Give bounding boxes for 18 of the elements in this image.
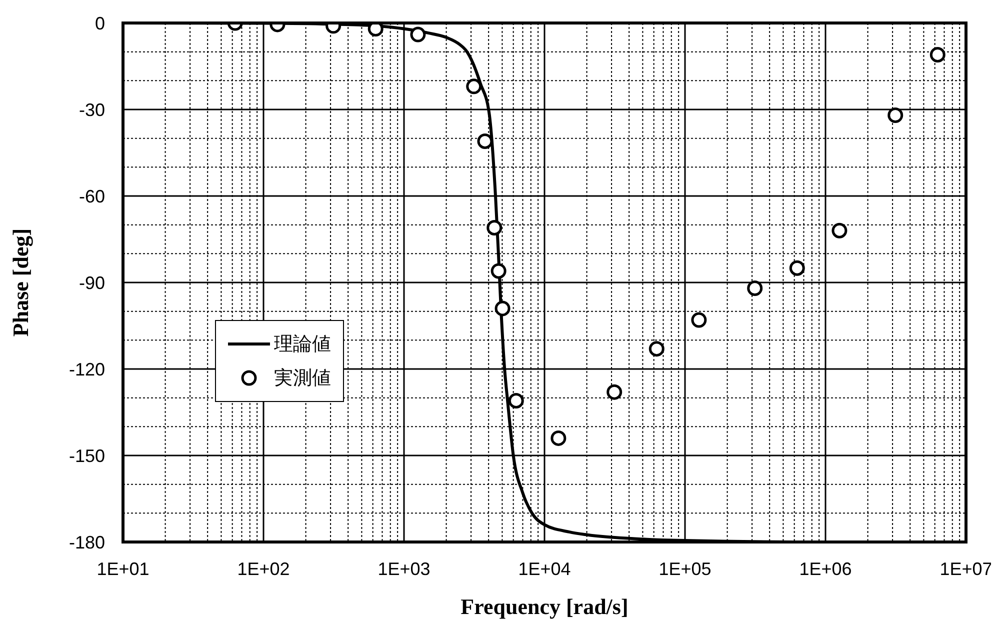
y-axis-title: Phase [deg] [8,228,33,337]
x-tick-label: 1E+04 [518,558,571,579]
x-tick-label: 1E+03 [378,558,430,579]
y-tick-label: 0 [94,13,105,34]
x-tick-label: 1E+01 [96,558,150,579]
legend-label: 理論値 [274,332,331,357]
y-tick-label: -120 [68,359,105,380]
x-tick-label: 1E+05 [658,558,712,579]
x-axis-title: Frequency [rad/s] [460,594,628,619]
y-tick-label: -30 [78,100,105,120]
y-tick-label: -180 [68,532,105,552]
x-tick-label: 1E+06 [799,558,852,579]
x-tick-label: 1E+07 [940,558,992,579]
y-tick-label: -90 [78,272,105,293]
legend-label: 実測値 [274,366,331,391]
y-tick-label: -150 [68,446,105,466]
y-tick-label: -60 [78,186,105,206]
x-tick-label: 1E+02 [237,558,290,579]
